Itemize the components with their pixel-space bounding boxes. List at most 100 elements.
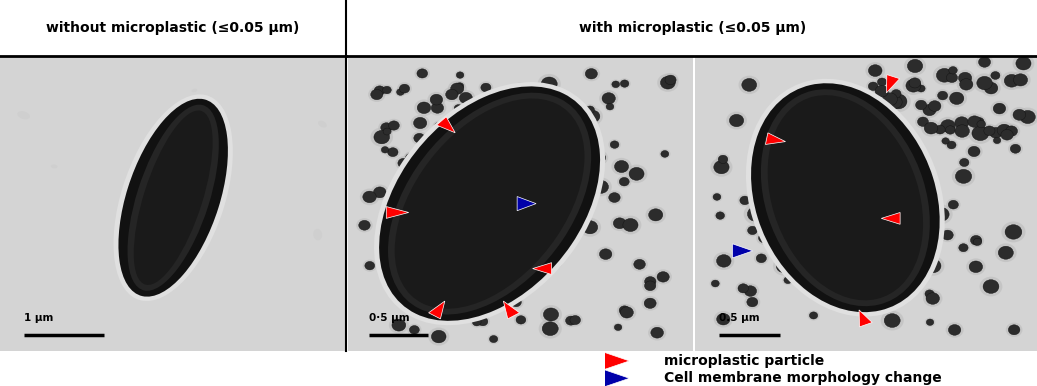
Ellipse shape <box>451 83 464 94</box>
Ellipse shape <box>904 56 926 76</box>
Ellipse shape <box>958 72 972 84</box>
Ellipse shape <box>404 152 417 163</box>
Ellipse shape <box>745 286 757 296</box>
Ellipse shape <box>442 210 457 223</box>
Ellipse shape <box>488 160 506 174</box>
Ellipse shape <box>128 105 219 291</box>
Ellipse shape <box>947 90 968 107</box>
Ellipse shape <box>877 78 887 86</box>
Text: microplastic particle: microplastic particle <box>664 354 824 368</box>
Ellipse shape <box>404 163 418 175</box>
Ellipse shape <box>620 80 628 87</box>
Ellipse shape <box>388 148 398 157</box>
Ellipse shape <box>493 298 503 307</box>
Ellipse shape <box>830 156 841 166</box>
Text: Cell membrane morphology change: Cell membrane morphology change <box>664 371 942 385</box>
Ellipse shape <box>359 220 370 230</box>
Ellipse shape <box>371 84 388 97</box>
Ellipse shape <box>777 109 794 124</box>
Ellipse shape <box>745 295 760 309</box>
Ellipse shape <box>414 133 425 143</box>
Ellipse shape <box>916 100 927 110</box>
Ellipse shape <box>875 85 889 97</box>
Ellipse shape <box>605 102 616 112</box>
Ellipse shape <box>1013 74 1028 86</box>
Text: 0·5 μm: 0·5 μm <box>369 313 410 323</box>
Ellipse shape <box>381 85 393 95</box>
Ellipse shape <box>1008 142 1022 155</box>
Ellipse shape <box>836 142 858 161</box>
Ellipse shape <box>586 110 599 122</box>
Ellipse shape <box>944 124 957 136</box>
Ellipse shape <box>543 241 560 255</box>
Ellipse shape <box>474 277 489 290</box>
Ellipse shape <box>459 92 473 103</box>
Ellipse shape <box>776 245 786 254</box>
Ellipse shape <box>380 145 391 154</box>
Ellipse shape <box>937 91 948 100</box>
Ellipse shape <box>185 142 192 151</box>
Ellipse shape <box>955 125 970 137</box>
Ellipse shape <box>491 296 505 309</box>
Ellipse shape <box>435 139 447 149</box>
Ellipse shape <box>761 89 930 306</box>
Ellipse shape <box>709 279 721 288</box>
Ellipse shape <box>584 104 596 115</box>
Ellipse shape <box>783 92 802 108</box>
Ellipse shape <box>594 153 606 163</box>
Ellipse shape <box>564 112 582 127</box>
Ellipse shape <box>975 119 987 130</box>
Ellipse shape <box>18 111 30 119</box>
Ellipse shape <box>570 315 581 325</box>
Ellipse shape <box>430 142 445 153</box>
Ellipse shape <box>946 322 963 338</box>
Ellipse shape <box>446 89 458 100</box>
Ellipse shape <box>414 147 426 159</box>
Ellipse shape <box>984 82 998 94</box>
Ellipse shape <box>971 235 982 245</box>
Ellipse shape <box>948 200 958 209</box>
Ellipse shape <box>964 113 984 130</box>
Ellipse shape <box>719 155 728 164</box>
Ellipse shape <box>403 161 422 177</box>
Ellipse shape <box>374 82 606 325</box>
Ellipse shape <box>422 201 432 211</box>
Ellipse shape <box>399 84 410 93</box>
Ellipse shape <box>454 105 463 112</box>
Ellipse shape <box>431 130 448 145</box>
Ellipse shape <box>741 283 759 299</box>
Ellipse shape <box>383 128 391 135</box>
Ellipse shape <box>478 317 487 326</box>
Ellipse shape <box>907 59 923 73</box>
Ellipse shape <box>442 287 456 300</box>
Ellipse shape <box>713 161 729 174</box>
Ellipse shape <box>828 154 844 168</box>
Ellipse shape <box>386 146 400 159</box>
Ellipse shape <box>417 252 426 260</box>
Ellipse shape <box>614 324 622 330</box>
Ellipse shape <box>515 84 527 93</box>
Ellipse shape <box>766 113 787 131</box>
Ellipse shape <box>381 123 392 132</box>
Ellipse shape <box>453 208 467 220</box>
Ellipse shape <box>648 325 667 340</box>
Ellipse shape <box>990 71 1000 80</box>
Ellipse shape <box>746 79 945 317</box>
Ellipse shape <box>861 186 876 199</box>
Ellipse shape <box>506 234 521 246</box>
Ellipse shape <box>432 121 445 132</box>
Ellipse shape <box>969 123 992 144</box>
Ellipse shape <box>202 167 214 178</box>
Ellipse shape <box>933 65 956 85</box>
Polygon shape <box>428 301 445 319</box>
Ellipse shape <box>486 283 503 298</box>
Ellipse shape <box>619 216 642 234</box>
Ellipse shape <box>952 114 972 132</box>
Ellipse shape <box>475 112 487 122</box>
Ellipse shape <box>538 319 562 339</box>
Ellipse shape <box>1012 54 1034 73</box>
Ellipse shape <box>472 235 487 248</box>
Ellipse shape <box>487 334 500 344</box>
Text: 1 μm: 1 μm <box>24 313 54 323</box>
Ellipse shape <box>983 280 999 293</box>
